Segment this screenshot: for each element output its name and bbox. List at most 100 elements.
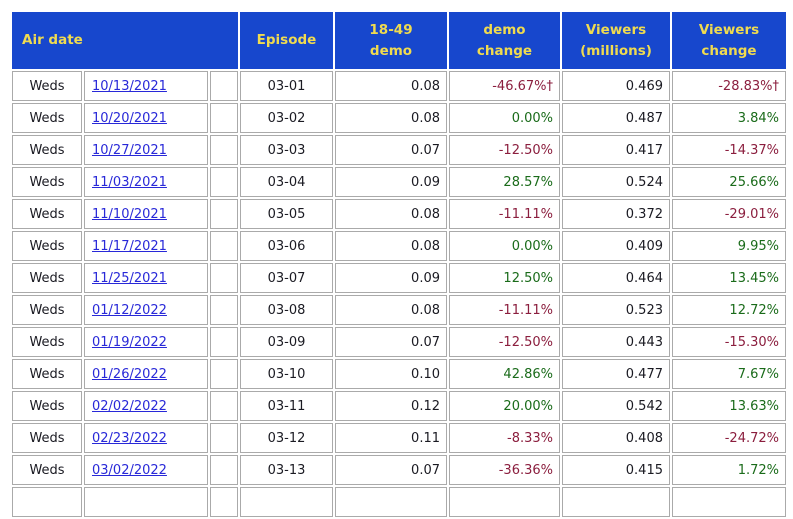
air-date-link[interactable]: 11/25/2021	[92, 270, 167, 286]
demo-rating-cell	[335, 487, 447, 517]
air-date-link[interactable]: 11/03/2021	[92, 174, 167, 190]
air-date-day: Weds	[12, 135, 82, 165]
air-date-link[interactable]: 11/10/2021	[92, 206, 167, 222]
episode-cell: 03-11	[240, 391, 333, 421]
header-row: Air date Episode 18-49 demo demo change …	[12, 12, 786, 69]
air-date-gap	[210, 455, 238, 485]
episode-cell: 03-05	[240, 199, 333, 229]
demo-change-cell	[449, 487, 560, 517]
viewers-cell	[562, 487, 670, 517]
viewers-cell: 0.372	[562, 199, 670, 229]
viewers-change-cell: 25.66%	[672, 167, 786, 197]
demo-change-cell: -11.11%	[449, 199, 560, 229]
viewers-change-cell: 13.63%	[672, 391, 786, 421]
air-date-gap	[210, 327, 238, 357]
air-date-cell: 02/23/2022	[84, 423, 208, 453]
air-date-link[interactable]: 03/02/2022	[92, 462, 167, 478]
demo-rating-cell: 0.07	[335, 455, 447, 485]
viewers-change-cell: 13.45%	[672, 263, 786, 293]
table-row: Weds 10/27/2021 03-03 0.07 -12.50% 0.417 -14.3…	[12, 135, 786, 165]
demo-rating-cell: 0.09	[335, 167, 447, 197]
air-date-cell: 03/02/2022	[84, 455, 208, 485]
header-viewers-change-line2: change	[701, 42, 757, 59]
table-body: Weds 10/13/2021 03-01 0.08 -46.67%† 0.469 -28.…	[12, 71, 786, 517]
episode-cell: 03-01	[240, 71, 333, 101]
air-date-link[interactable]: 10/27/2021	[92, 142, 167, 158]
air-date-day: Weds	[12, 359, 82, 389]
demo-change-cell: 20.00%	[449, 391, 560, 421]
demo-rating-cell: 0.12	[335, 391, 447, 421]
table-header: Air date Episode 18-49 demo demo change …	[12, 12, 786, 69]
header-air-date-label: Air date	[22, 32, 83, 48]
air-date-link[interactable]: 01/19/2022	[92, 334, 167, 350]
header-demo: 18-49 demo	[335, 12, 447, 69]
table-row: Weds 11/10/2021 03-05 0.08 -11.11% 0.372 -29.0…	[12, 199, 786, 229]
air-date-day	[12, 487, 82, 517]
air-date-link[interactable]: 10/20/2021	[92, 110, 167, 126]
air-date-cell: 11/03/2021	[84, 167, 208, 197]
air-date-day: Weds	[12, 295, 82, 325]
table-row: Weds 03/02/2022 03-13 0.07 -36.36% 0.415 1.72%	[12, 455, 786, 485]
air-date-day: Weds	[12, 391, 82, 421]
viewers-cell: 0.477	[562, 359, 670, 389]
demo-rating-cell: 0.08	[335, 103, 447, 133]
viewers-change-cell: -14.37%	[672, 135, 786, 165]
air-date-gap	[210, 391, 238, 421]
viewers-change-cell: -29.01%	[672, 199, 786, 229]
viewers-cell: 0.487	[562, 103, 670, 133]
demo-change-cell: 42.86%	[449, 359, 560, 389]
episode-cell: 03-09	[240, 327, 333, 357]
viewers-cell: 0.408	[562, 423, 670, 453]
header-air-date: Air date	[12, 12, 238, 69]
demo-change-cell: -36.36%	[449, 455, 560, 485]
demo-change-cell: 0.00%	[449, 103, 560, 133]
demo-change-cell: -12.50%	[449, 135, 560, 165]
air-date-gap	[210, 199, 238, 229]
air-date-gap	[210, 135, 238, 165]
episode-cell: 03-12	[240, 423, 333, 453]
air-date-link[interactable]: 10/13/2021	[92, 78, 167, 94]
air-date-day: Weds	[12, 455, 82, 485]
viewers-change-cell: 7.67%	[672, 359, 786, 389]
table-row: Weds 11/03/2021 03-04 0.09 28.57% 0.524 25.66%	[12, 167, 786, 197]
viewers-cell: 0.409	[562, 231, 670, 261]
header-viewers-change-line1: Viewers	[698, 21, 760, 38]
viewers-cell: 0.415	[562, 455, 670, 485]
air-date-gap	[210, 423, 238, 453]
air-date-link[interactable]: 02/23/2022	[92, 430, 167, 446]
episode-cell: 03-10	[240, 359, 333, 389]
air-date-day: Weds	[12, 71, 82, 101]
table-row: Weds 01/12/2022 03-08 0.08 -11.11% 0.523 12.72…	[12, 295, 786, 325]
air-date-day: Weds	[12, 423, 82, 453]
demo-rating-cell: 0.09	[335, 263, 447, 293]
viewers-cell: 0.524	[562, 167, 670, 197]
table-row: Weds 10/20/2021 03-02 0.08 0.00% 0.487 3.84%	[12, 103, 786, 133]
viewers-cell: 0.542	[562, 391, 670, 421]
table-row: Weds 02/02/2022 03-11 0.12 20.00% 0.542 13.63%	[12, 391, 786, 421]
table-row: Weds 02/23/2022 03-12 0.11 -8.33% 0.408 -24.72…	[12, 423, 786, 453]
air-date-gap	[210, 359, 238, 389]
viewers-cell: 0.523	[562, 295, 670, 325]
partial-clipped-row	[12, 487, 786, 517]
air-date-gap	[210, 487, 238, 517]
air-date-cell: 11/10/2021	[84, 199, 208, 229]
air-date-day: Weds	[12, 263, 82, 293]
viewers-change-cell	[672, 487, 786, 517]
demo-change-cell: -11.11%	[449, 295, 560, 325]
viewers-change-cell: -28.83%†	[672, 71, 786, 101]
air-date-link[interactable]: 01/12/2022	[92, 302, 167, 318]
demo-rating-cell: 0.08	[335, 71, 447, 101]
air-date-cell: 11/17/2021	[84, 231, 208, 261]
header-episode: Episode	[240, 12, 333, 69]
header-demo-change: demo change	[449, 12, 560, 69]
episode-cell	[240, 487, 333, 517]
demo-rating-cell: 0.07	[335, 327, 447, 357]
air-date-link[interactable]: 02/02/2022	[92, 398, 167, 414]
table-row: Weds 10/13/2021 03-01 0.08 -46.67%† 0.469 -28.…	[12, 71, 786, 101]
demo-change-cell: -12.50%	[449, 327, 560, 357]
air-date-link[interactable]: 11/17/2021	[92, 238, 167, 254]
demo-rating-cell: 0.07	[335, 135, 447, 165]
demo-change-cell: 12.50%	[449, 263, 560, 293]
air-date-link[interactable]: 01/26/2022	[92, 366, 167, 382]
demo-change-cell: 0.00%	[449, 231, 560, 261]
